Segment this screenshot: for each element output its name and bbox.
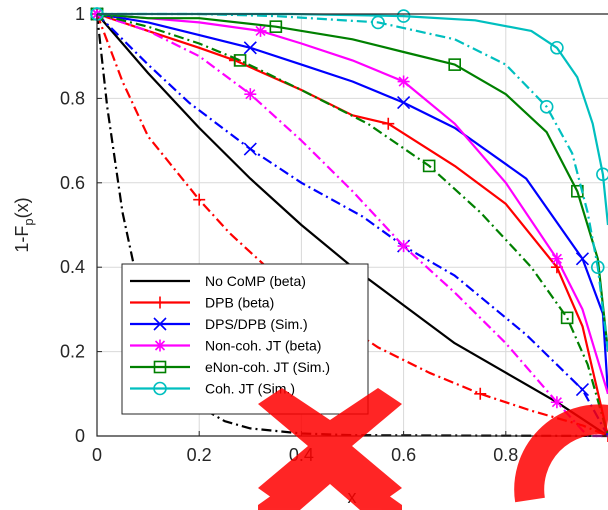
y-tick-label: 0.8 — [60, 88, 85, 108]
marker-square — [560, 311, 574, 325]
marker-circle — [550, 40, 564, 55]
marker-star — [154, 339, 166, 352]
legend-entry: DPB (beta) — [130, 295, 274, 311]
series-line — [96, 13, 608, 437]
x-tick-label: 0 — [92, 445, 102, 465]
series-line — [96, 12, 608, 437]
marker-star — [397, 240, 410, 253]
marker-square — [448, 58, 462, 71]
marker-square — [153, 360, 167, 374]
legend-entry: Coh. JT (Sim.) — [130, 381, 295, 397]
marker-x — [243, 142, 257, 156]
watermark-ring — [514, 404, 608, 503]
marker-circle — [596, 167, 608, 182]
y-axis-label-part: 1-F — [12, 226, 32, 253]
y-tick-label: 0.4 — [60, 257, 85, 277]
watermark-cross-upper — [258, 388, 402, 505]
marker-star — [550, 396, 563, 409]
marker-circle — [539, 100, 554, 114]
marker-circle — [153, 381, 167, 396]
legend-label: DPS/DPB (Sim.) — [205, 316, 308, 332]
marker-plus — [193, 193, 206, 206]
legend-label: eNon-coh. JT (Sim.) — [205, 359, 330, 375]
axes — [96, 13, 608, 437]
marker-star — [244, 88, 257, 101]
marker-x — [153, 317, 167, 331]
marker-star — [254, 24, 267, 37]
marker-x — [575, 252, 590, 266]
y-tick-label: 0.6 — [60, 173, 85, 193]
marker-x — [243, 41, 257, 55]
legend-entry: Non-coh. JT (beta) — [130, 338, 321, 354]
series-line — [96, 12, 608, 438]
legend-label: Coh. JT (Sim.) — [205, 381, 295, 397]
marker-star — [397, 75, 410, 88]
marker-x — [397, 96, 411, 110]
y-axis-label: 1-Fp(x) — [12, 197, 36, 252]
marker-circle — [396, 9, 411, 23]
marker-x — [575, 383, 590, 397]
series-0 — [96, 13, 608, 437]
y-axis-label-subscript: p — [21, 218, 36, 225]
marker-plus — [474, 387, 487, 400]
legend-label: No CoMP (beta) — [205, 273, 306, 289]
marker-plus — [154, 296, 166, 309]
watermark-logo — [258, 388, 608, 510]
series-line — [96, 12, 608, 394]
marker-square — [422, 159, 436, 173]
legend-label: DPB (beta) — [205, 295, 274, 311]
series-line — [97, 12, 608, 352]
y-tick-label: 1 — [75, 4, 85, 24]
marker-circle — [590, 260, 605, 275]
y-tick-label: 0.2 — [60, 342, 85, 362]
y-tick-label: 0 — [75, 426, 85, 446]
marker-square — [233, 54, 247, 67]
legend-entry: No CoMP (beta) — [130, 273, 306, 289]
x-tick-label: 0.8 — [493, 445, 518, 465]
series-line — [96, 12, 608, 395]
marker-square — [269, 20, 283, 33]
legend-entry: DPS/DPB (Sim.) — [130, 316, 308, 332]
marker-star — [550, 252, 563, 265]
series-line — [96, 12, 608, 437]
x-tick-label: 0.2 — [187, 445, 212, 465]
legend-label: Non-coh. JT (beta) — [205, 338, 321, 354]
marker-circle — [371, 15, 385, 30]
y-axis-label-part: (x) — [12, 197, 32, 218]
x-tick-label: 0.6 — [391, 445, 416, 465]
series-line — [96, 13, 608, 437]
marker-plus — [382, 117, 395, 130]
legend-entry: eNon-coh. JT (Sim.) — [130, 359, 330, 375]
series-line — [96, 12, 608, 352]
legend: No CoMP (beta) DPB (beta) DPS/DPB (Sim.) No… — [121, 263, 369, 415]
